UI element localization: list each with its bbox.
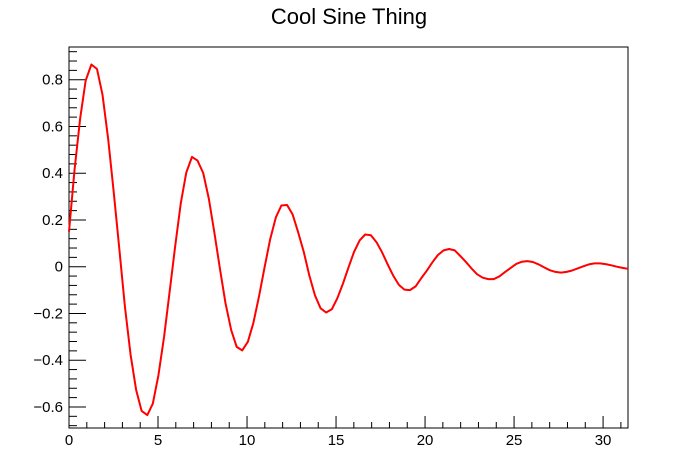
x-axis: 0 5 10 15 20 25 30 xyxy=(65,416,612,449)
x-tick-label: 30 xyxy=(595,432,612,449)
series-line xyxy=(68,63,629,417)
x-tick-label: 10 xyxy=(239,432,256,449)
plot-frame xyxy=(68,46,629,429)
x-tick-label: 25 xyxy=(506,432,523,449)
y-tick-label: −0.4 xyxy=(33,352,63,369)
x-tick-label: 20 xyxy=(417,432,434,449)
y-tick-label: 0.8 xyxy=(42,72,63,89)
y-tick-label: 0 xyxy=(55,259,63,276)
y-tick-label: −0.6 xyxy=(33,399,63,416)
x-tick-label: 5 xyxy=(154,432,162,449)
y-tick-label: 0.2 xyxy=(42,212,63,229)
minor-ticks xyxy=(69,51,622,428)
chart-title: Cool Sine Thing xyxy=(271,4,427,29)
y-tick-label: 0.6 xyxy=(42,118,63,135)
x-tick-label: 15 xyxy=(328,432,345,449)
y-tick-label: 0.4 xyxy=(42,165,63,182)
x-tick-label: 0 xyxy=(65,432,73,449)
y-tick-label: −0.2 xyxy=(33,305,63,322)
y-axis: −0.6 −0.4 −0.2 0 0.2 0.4 0.6 0.8 xyxy=(33,72,86,416)
series-layer xyxy=(68,63,629,417)
